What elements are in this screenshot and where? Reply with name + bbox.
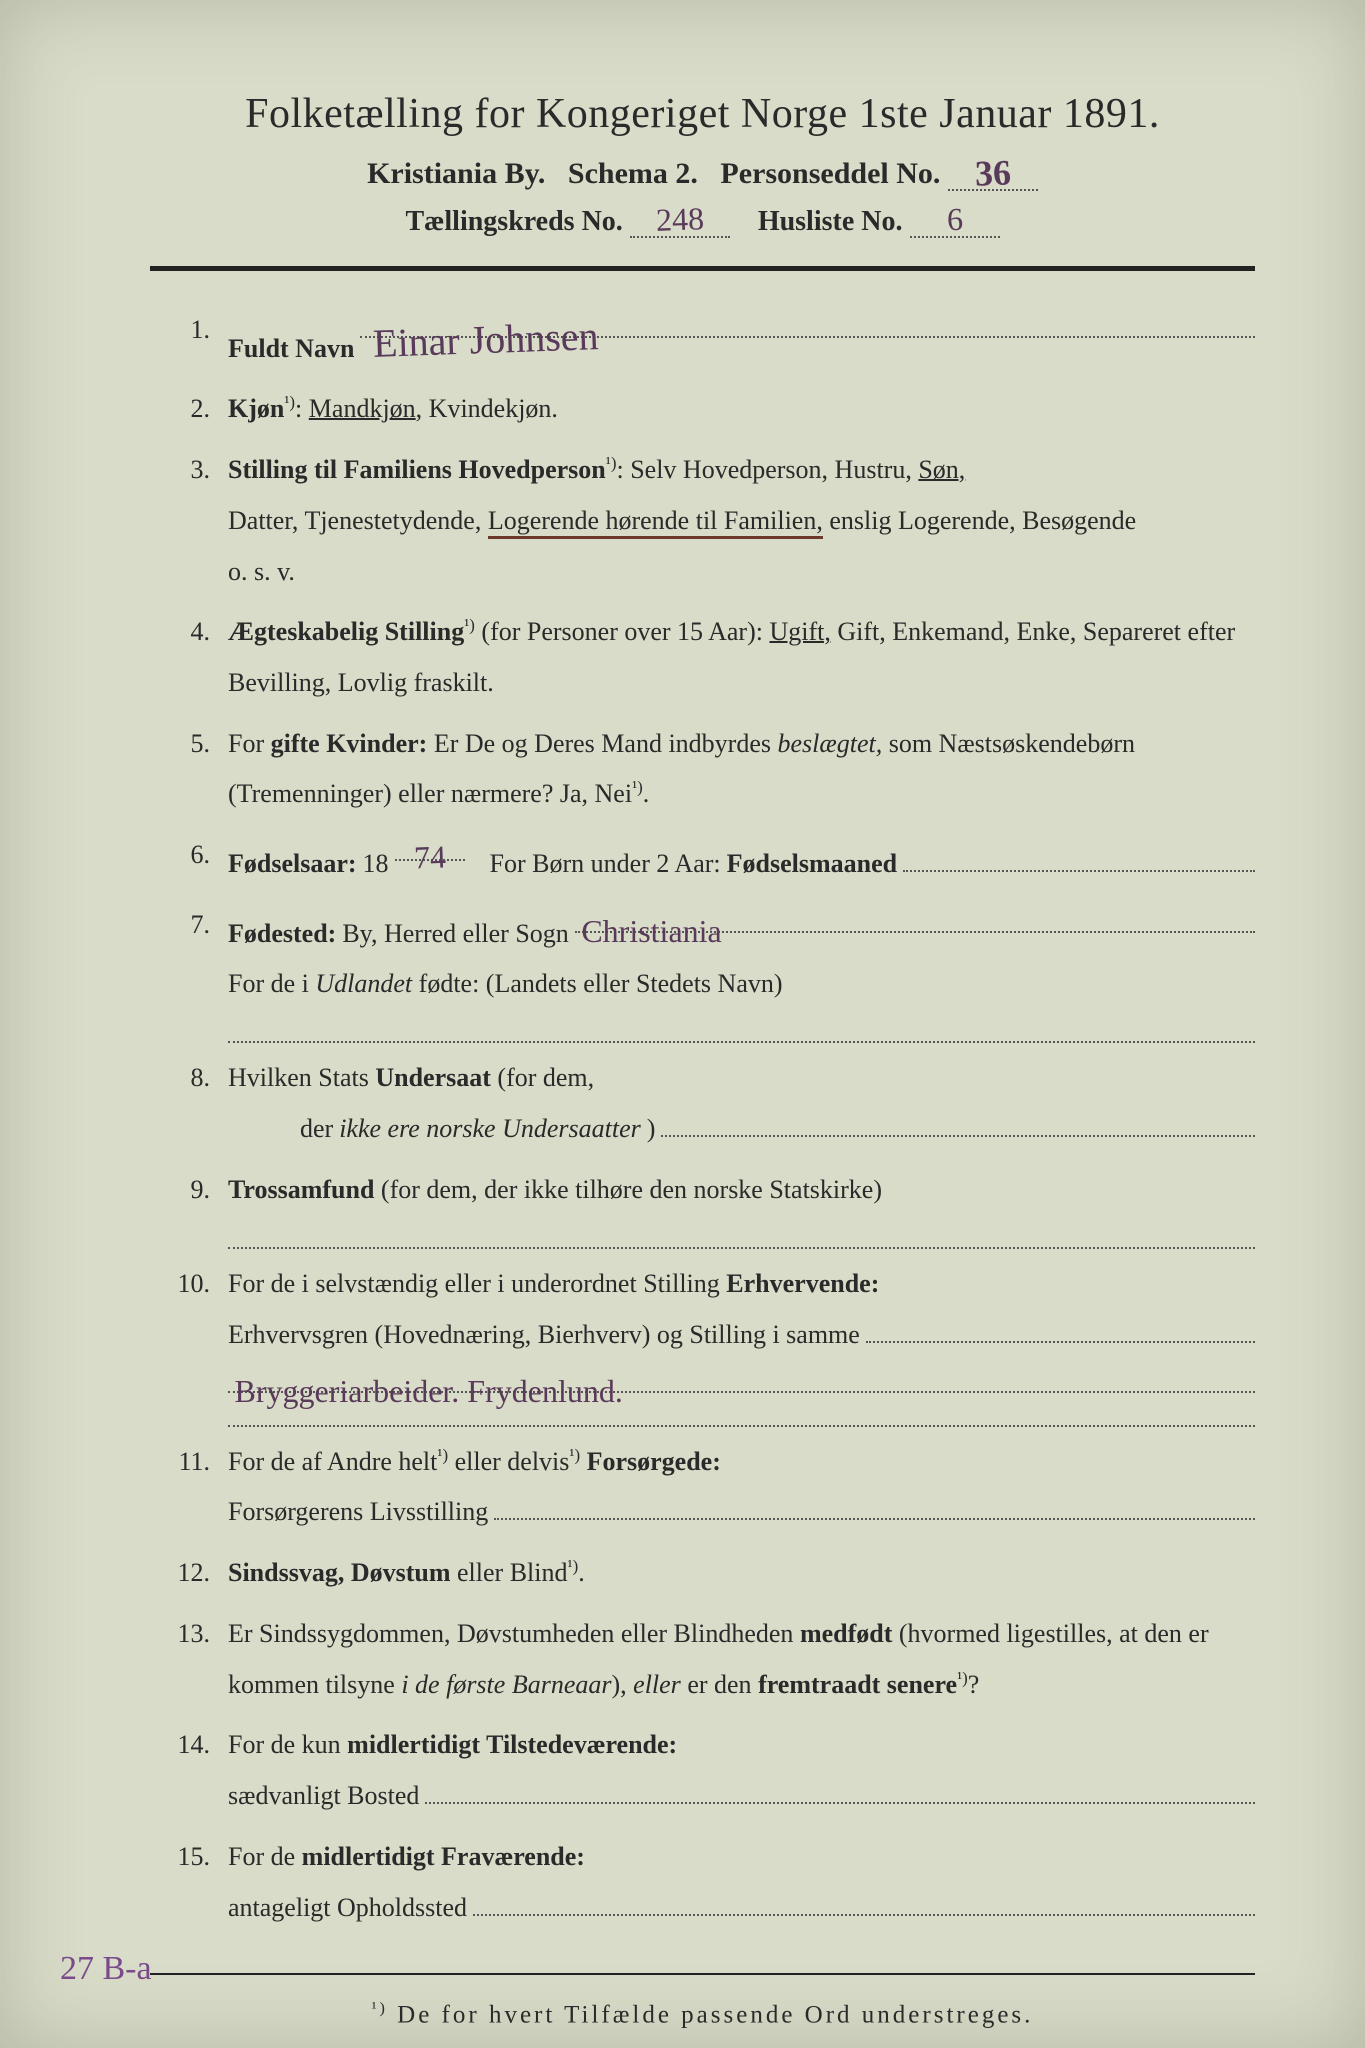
num-12: 12. [150,1548,228,1599]
main-title: Folketælling for Kongeriget Norge 1ste J… [150,90,1255,138]
item-8: 8. Hvilken Stats Undersaat (for dem, der… [150,1053,1255,1155]
census-form-page: Folketælling for Kongeriget Norge 1ste J… [0,0,1365,2048]
kreds-label: Tællingskreds No. [405,206,622,237]
husliste-label: Husliste No. [758,206,903,237]
divider-bottom [150,1973,1255,1975]
footnote: ¹) De for hvert Tilfælde passende Ord un… [150,1999,1255,2029]
form-items: 1. Fuldt Navn Einar Johnsen 2. Kjøn¹): M… [150,305,1255,1934]
item-14: 14. For de kun midlertidigt Tilstedevære… [150,1720,1255,1822]
q1-value-line: Einar Johnsen [360,305,1255,338]
q2-mandkjon: Mandkjøn [309,394,416,423]
item-7: 7. Fødested: By, Herred eller Sogn Chris… [150,900,1255,1044]
header-line3: Tællingskreds No. 248 Husliste No. 6 [150,205,1255,238]
q4-ugift: Ugift, [769,617,830,646]
item-12: 12. Sindssvag, Døvstum eller Blind¹). [150,1548,1255,1599]
q7-blank [228,1010,1255,1043]
num-8: 8. [150,1053,228,1155]
item-15: 15. For de midlertidigt Fraværende: anta… [150,1832,1255,1934]
q7-value: Christiania [575,900,1255,933]
num-13: 13. [150,1609,228,1710]
num-2: 2. [150,384,228,435]
q10-value: Bryggeriarbeider. Frydenlund. [228,1360,1255,1393]
husliste-no: 6 [910,205,1000,238]
item-3: 3. Stilling til Familiens Hovedperson¹):… [150,445,1255,597]
item-5: 5. For gifte Kvinder: Er De og Deres Man… [150,719,1255,820]
q2-kvindekjon: Kvindekjøn. [429,394,558,423]
item-9: 9. Trossamfund (for dem, der ikke tilhør… [150,1165,1255,1249]
q9-blank [228,1215,1255,1248]
item-1: 1. Fuldt Navn Einar Johnsen [150,305,1255,375]
num-10: 10. [150,1259,228,1427]
corner-annotation: 27 B-a [60,1950,152,1988]
num-11: 11. [150,1437,228,1539]
num-9: 9. [150,1165,228,1249]
kreds-no: 248 [630,205,730,238]
q7-label: Fødested: [228,909,336,960]
q1-label: Fuldt Navn [228,324,354,375]
personseddel-no: 36 [948,156,1038,191]
subtitle-line: Kristiania By. Schema 2. Personseddel No… [150,156,1255,191]
q3-logerende: Logerende hørende til Familien, [488,506,823,539]
item-4: 4. Ægteskabelig Stilling¹) (for Personer… [150,607,1255,708]
item-2: 2. Kjøn¹): Mandkjøn, Kvindekjøn. [150,384,1255,435]
q6-label: Fødselsaar: [228,839,357,890]
num-15: 15. [150,1832,228,1934]
num-14: 14. [150,1720,228,1822]
q8-blank [661,1104,1255,1137]
q3-osv: o. s. v. [228,557,295,586]
q3-label: Stilling til Familiens Hovedperson [228,455,606,484]
personseddel-label: Personseddel No. [720,157,940,190]
city: Kristiania By. [367,157,545,190]
num-6: 6. [150,830,228,890]
q14-blank [425,1771,1255,1804]
q2-label: Kjøn [228,394,284,423]
num-3: 3. [150,445,228,597]
num-4: 4. [150,607,228,708]
q3-son: Søn, [918,455,965,484]
num-1: 1. [150,305,228,375]
num-7: 7. [150,900,228,1044]
q6-year: 74 [395,830,465,861]
q11-blank [494,1487,1255,1520]
schema: Schema 2. [568,157,698,190]
item-10: 10. For de i selvstændig eller i underor… [150,1259,1255,1427]
q4-label: Ægteskabelig Stilling [228,617,464,646]
num-5: 5. [150,719,228,820]
q6-month-blank [903,839,1255,872]
item-6: 6. Fødselsaar: 1874 For Børn under 2 Aar… [150,830,1255,890]
item-11: 11. For de af Andre helt¹) eller delvis¹… [150,1437,1255,1539]
q15-blank [473,1882,1255,1915]
item-13: 13. Er Sindssygdommen, Døvstumheden elle… [150,1609,1255,1710]
form-header: Folketælling for Kongeriget Norge 1ste J… [150,90,1255,238]
divider-top [150,266,1255,271]
